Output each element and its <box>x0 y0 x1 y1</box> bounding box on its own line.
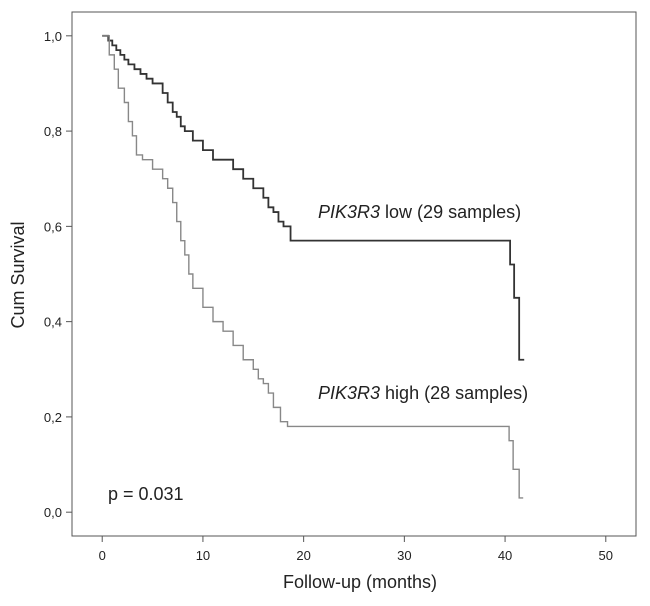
tick-labels: 0 10 20 30 40 50 0,0 0,2 0,4 0,6 0,8 1,0 <box>44 29 613 563</box>
x-tick-label: 10 <box>196 548 210 563</box>
series-label-low-gene: PIK3R3 <box>318 202 380 222</box>
x-tick-label: 40 <box>498 548 512 563</box>
y-tick-label: 0,2 <box>44 410 62 425</box>
x-tick-label: 0 <box>99 548 106 563</box>
survival-curve-low <box>102 34 525 361</box>
series-label-high: PIK3R3 high (28 samples) <box>318 383 528 403</box>
p-value-annotation: p = 0.031 <box>108 484 184 504</box>
x-axis-title: Follow-up (months) <box>283 572 437 592</box>
series-layer <box>102 34 525 499</box>
axis-ticks <box>66 35 607 542</box>
series-label-high-suffix: high (28 samples) <box>380 383 528 403</box>
y-tick-label: 0,0 <box>44 505 62 520</box>
x-tick-label: 20 <box>296 548 310 563</box>
y-axis-title: Cum Survival <box>8 221 28 328</box>
y-tick-label: 0,8 <box>44 124 62 139</box>
y-tick-label: 0,6 <box>44 219 62 234</box>
plot-frame <box>71 11 637 537</box>
series-label-high-gene: PIK3R3 <box>318 383 380 403</box>
series-label-low: PIK3R3 low (29 samples) <box>318 202 521 222</box>
survival-curve-high <box>102 35 524 499</box>
y-tick-label: 0,4 <box>44 315 62 330</box>
series-label-low-suffix: low (29 samples) <box>380 202 521 222</box>
y-tick-label: 1,0 <box>44 29 62 44</box>
x-tick-label: 30 <box>397 548 411 563</box>
x-tick-label: 50 <box>599 548 613 563</box>
